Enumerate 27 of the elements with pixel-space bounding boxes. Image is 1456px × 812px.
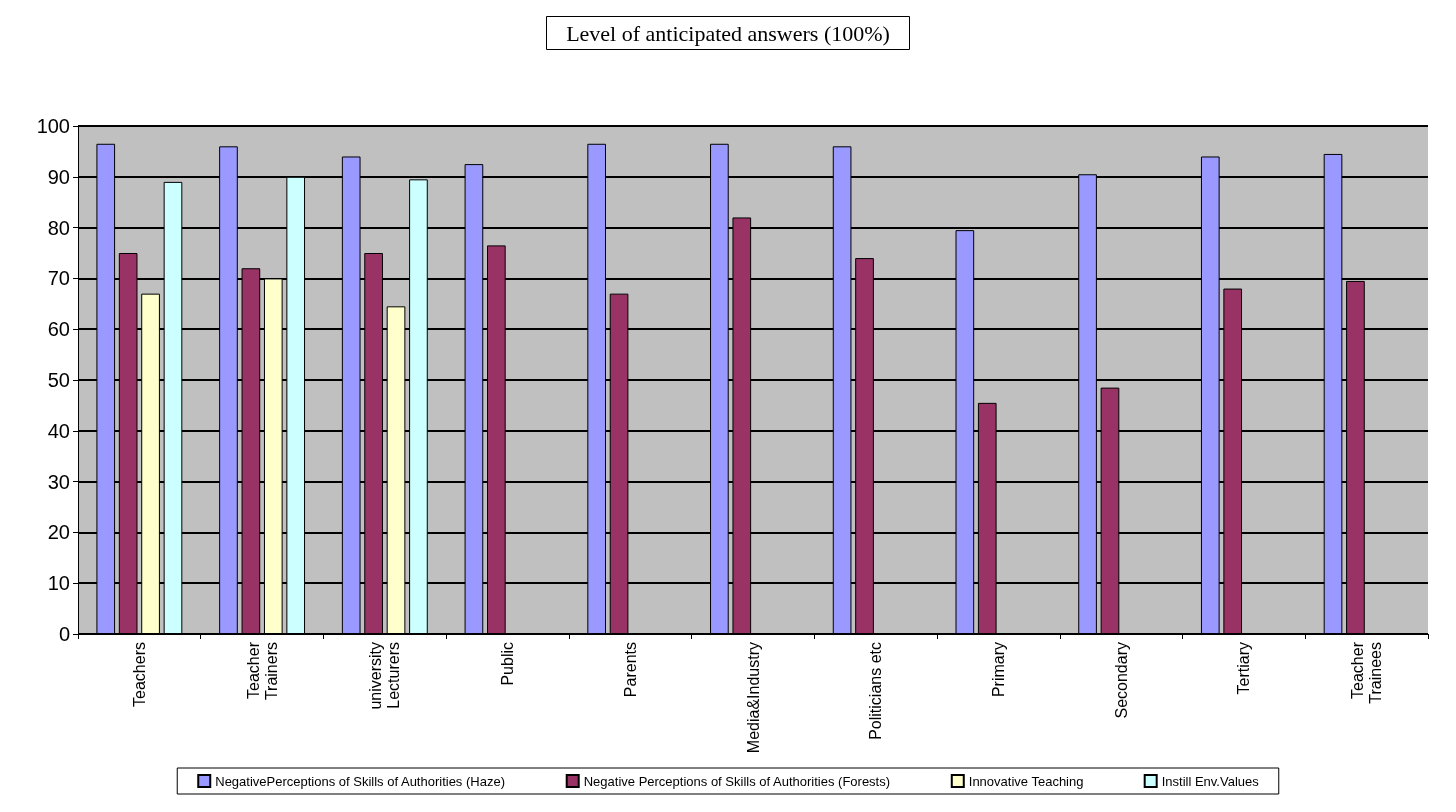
y-tick-label: 60	[47, 318, 70, 341]
chart-title: Level of anticipated answers (100%)	[566, 20, 890, 46]
y-tick-label: 100	[36, 115, 70, 137]
y-tick-label: 10	[47, 572, 70, 595]
x-tick-label: Politicians etc	[867, 642, 885, 740]
x-tick-label: Teacher Trainers	[244, 641, 280, 701]
y-tick-label: 90	[47, 165, 70, 188]
y-tick-label: 0	[58, 623, 70, 645]
legend-label: NegativePerceptions of Skills of Authorities (Haze)	[215, 773, 505, 789]
legend-label: Negative Perceptions of Skills of Authorities (Forests)	[583, 773, 891, 789]
x-tick-label: Primary	[989, 642, 1007, 698]
x-tick-label: university Lecturers	[367, 642, 403, 710]
y-tick-label: 30	[47, 470, 70, 493]
x-tick-label: Media&Industry	[744, 642, 762, 754]
x-tick-label: Secondary	[1112, 642, 1130, 719]
x-tick-label: Teacher Trainees	[1349, 641, 1385, 704]
y-tick-label: 50	[47, 369, 70, 391]
y-tick-label: 80	[47, 216, 70, 239]
y-tick-label: 40	[47, 419, 70, 442]
y-tick-label: 20	[47, 521, 70, 544]
x-tick-label: Parents	[621, 642, 639, 698]
legend-label: Instill Env.Values	[1161, 773, 1260, 789]
x-tick-label: Tertiary	[1235, 642, 1253, 695]
x-tick-label: Public	[499, 642, 517, 686]
x-tick-label: Teachers	[130, 642, 148, 707]
y-tick-label: 70	[47, 267, 70, 290]
legend-label: Innovative Teaching	[968, 773, 1084, 789]
